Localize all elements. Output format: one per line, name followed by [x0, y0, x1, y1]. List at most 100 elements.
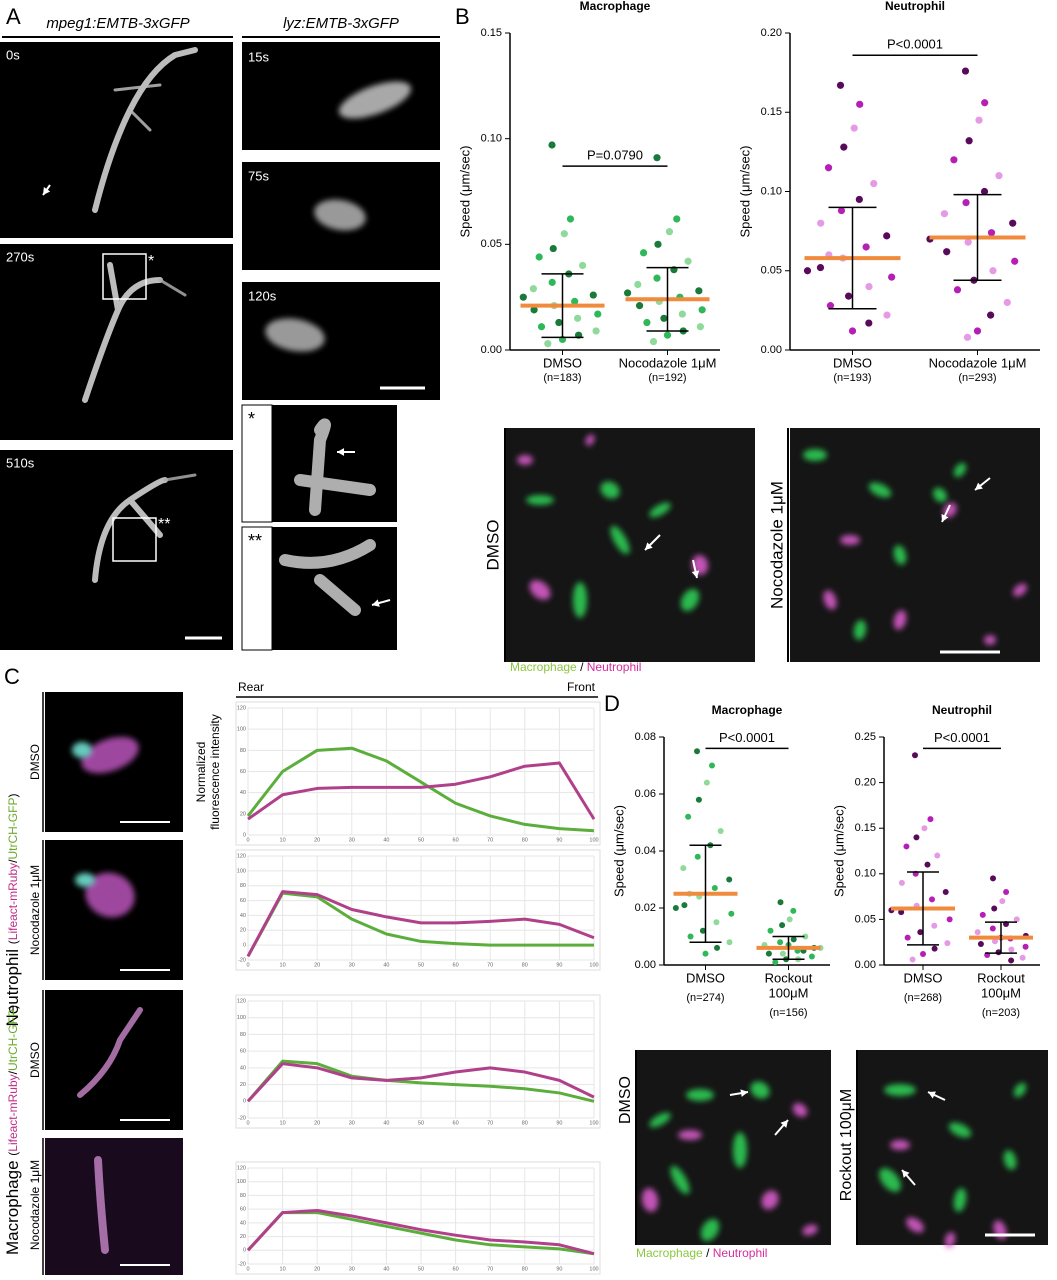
y-tick-label: 100: [237, 727, 246, 733]
x-tick-label: 50: [418, 962, 424, 968]
chart-title: Neutrophil: [932, 703, 992, 717]
data-point: [777, 899, 784, 906]
legend-entry: Neutrophil: [713, 1246, 768, 1260]
x-tick-label: 100μM: [981, 985, 1021, 1000]
data-point: [549, 244, 557, 253]
data-point: [649, 337, 658, 346]
data-point: [943, 248, 951, 256]
data-point: [865, 283, 873, 291]
y-axis-label: fluorescence intensity: [208, 714, 222, 829]
data-point: [685, 813, 692, 820]
data-point: [790, 936, 797, 943]
cell: [649, 1112, 671, 1128]
data-point: [529, 285, 537, 293]
cell: [953, 462, 967, 478]
y-tick-label: 0: [243, 1248, 246, 1254]
data-point: [560, 230, 568, 238]
y-axis-label: Speed (μm/sec): [611, 805, 626, 897]
data-point: [977, 941, 984, 948]
x-tick-label: 30: [349, 1120, 355, 1126]
data-point: [1011, 257, 1019, 265]
cell: [610, 525, 630, 555]
legend-sep: /: [706, 1246, 710, 1260]
data-point: [653, 274, 661, 282]
x-tick-label: 100: [589, 1266, 598, 1272]
data-point: [1003, 298, 1011, 307]
cell: [338, 81, 412, 119]
y-tick-label: 0.08: [635, 731, 656, 743]
arrow-head: [941, 514, 949, 522]
data-point: [883, 311, 891, 319]
stain: (: [6, 1152, 20, 1156]
x-tick-label: 80: [522, 1266, 528, 1272]
data-point: [537, 323, 546, 331]
y-tick-label: 120: [237, 998, 246, 1004]
y-tick-label: 0.05: [481, 238, 502, 250]
cell: [85, 872, 135, 918]
data-point: [555, 318, 563, 327]
cell: [573, 582, 587, 618]
data-point: [548, 278, 556, 286]
p-value: P<0.0001: [934, 730, 990, 745]
x-tick-label: 50: [418, 837, 424, 843]
cell: [944, 1232, 956, 1248]
cell: [884, 1084, 916, 1096]
n-label: (n=183): [543, 372, 581, 384]
y-tick-label: 80: [240, 1193, 246, 1199]
y-tick-label: -20: [238, 1261, 246, 1267]
data-point: [726, 939, 733, 946]
data-point: [711, 885, 718, 892]
y-axis-label: Speed (μm/sec): [737, 145, 752, 237]
data-point: [855, 195, 863, 204]
data-point: [698, 306, 706, 314]
cell: [1003, 1150, 1017, 1170]
group-name: Neutrophil: [3, 949, 22, 1027]
x-tick-label: 80: [522, 1120, 528, 1126]
y-tick-label: 0.10: [855, 868, 876, 880]
side-label: DMSO: [483, 520, 502, 571]
cell: [953, 1188, 967, 1212]
data-point: [684, 257, 692, 265]
stain: ): [6, 1005, 20, 1009]
x-tick-label: 30: [349, 962, 355, 968]
micrograph: [505, 428, 755, 662]
data-point: [708, 762, 715, 769]
data-point: [672, 905, 679, 911]
micrograph: [858, 1050, 1048, 1245]
y-tick-label: 60: [240, 898, 246, 904]
y-tick-label: 0: [243, 1099, 246, 1105]
cell: [893, 545, 907, 565]
n-label: (n=293): [958, 372, 996, 384]
side-label: Nocodazole 1μM: [28, 1160, 42, 1250]
cell: [761, 1190, 779, 1210]
x-tick-label: Nocodazole 1μM: [619, 355, 717, 370]
cell: [803, 449, 827, 461]
y-tick-label: 0.00: [855, 959, 876, 971]
column-header: lyz:EMTB-3xGFP: [283, 15, 399, 32]
x-tick-label: 70: [487, 837, 493, 843]
data-point: [999, 898, 1006, 905]
data-point: [544, 340, 552, 348]
data-point: [862, 243, 870, 251]
data-point: [571, 297, 579, 305]
inset-mark: **: [248, 531, 262, 551]
data-point: [767, 927, 774, 934]
data-point: [826, 302, 835, 310]
x-tick-label: 90: [556, 837, 562, 843]
cell: [75, 873, 95, 887]
panel-label: C: [4, 664, 20, 689]
cell-process: [279, 539, 376, 616]
image-label: 270s: [6, 249, 35, 264]
data-point: [694, 853, 701, 860]
data-point: [989, 267, 997, 275]
n-label: (n=193): [833, 372, 871, 384]
data-point: [765, 950, 772, 957]
cell: [840, 535, 860, 545]
panel-label: A: [6, 4, 21, 29]
arrow-head: [975, 482, 983, 490]
stain: (: [6, 940, 20, 944]
cell: [600, 481, 620, 499]
x-tick-label: 40: [383, 962, 389, 968]
data-point: [991, 938, 998, 945]
x-tick-label: 80: [522, 962, 528, 968]
